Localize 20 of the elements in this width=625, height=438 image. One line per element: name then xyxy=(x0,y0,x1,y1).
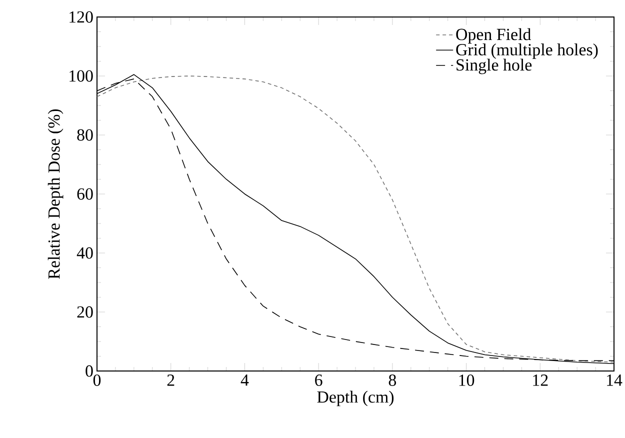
x-tick-label: 12 xyxy=(533,374,548,386)
x-tick-label: 6 xyxy=(315,374,322,386)
y-axis-title: Relative Depth Dose (%) xyxy=(48,109,64,279)
y-tick-label: 100 xyxy=(70,70,93,82)
x-tick-label: 4 xyxy=(240,374,249,386)
x-tick-label: 0 xyxy=(93,374,101,386)
x-tick-label: 2 xyxy=(167,374,174,386)
legend-label: Open Field xyxy=(456,28,532,44)
x-tick-label: 8 xyxy=(388,374,396,386)
x-tick-label: 14 xyxy=(607,374,622,386)
x-axis-title: Depth (cm) xyxy=(317,390,394,406)
legend-label: Single hole xyxy=(456,58,532,74)
y-tick-label: 80 xyxy=(77,129,93,141)
y-tick-label: 40 xyxy=(76,247,93,259)
y-tick-label: 60 xyxy=(77,188,93,200)
y-tick-label: 20 xyxy=(77,306,93,318)
x-tick-label: 10 xyxy=(459,374,474,386)
legend-label: Grid (multiple holes) xyxy=(456,44,598,59)
y-tick-label: 0 xyxy=(86,365,93,377)
y-tick-label: 120 xyxy=(70,11,93,23)
